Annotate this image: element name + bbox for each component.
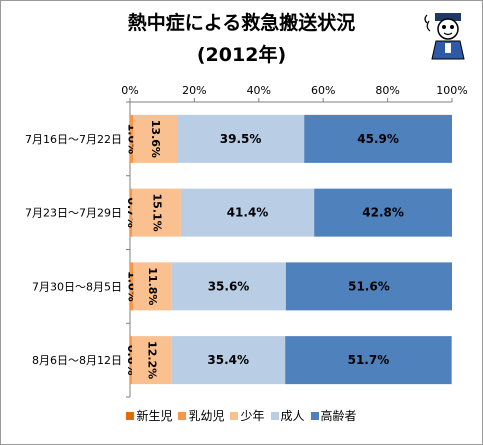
legend-item: 成人 bbox=[270, 409, 305, 423]
x-tick-label: 0% bbox=[121, 84, 138, 97]
data-label: 13.6% bbox=[149, 120, 162, 158]
category-label: 7月30日～8月5日 bbox=[32, 280, 122, 293]
legend-swatch bbox=[230, 412, 239, 420]
data-label: 51.7% bbox=[348, 353, 390, 367]
legend-swatch bbox=[126, 412, 135, 420]
data-label: 12.2% bbox=[146, 341, 159, 379]
bar-segment bbox=[314, 188, 452, 237]
category-label: 7月16日～7月22日 bbox=[25, 133, 122, 146]
x-tick-label: 40% bbox=[247, 84, 271, 97]
data-label: 35.6% bbox=[208, 279, 250, 293]
legend-label: 成人 bbox=[280, 409, 305, 423]
legend-label: 少年 bbox=[240, 409, 265, 423]
bar-segment bbox=[171, 262, 286, 311]
legend-swatch bbox=[270, 412, 279, 420]
legend-item: 少年 bbox=[230, 409, 265, 423]
bar-segment bbox=[180, 188, 315, 237]
data-label: 35.4% bbox=[207, 353, 249, 367]
legend-label: 乳幼児 bbox=[188, 409, 225, 423]
legend-item: 高齢者 bbox=[310, 409, 357, 423]
legend-item: 乳幼児 bbox=[178, 409, 224, 423]
x-tick-label: 20% bbox=[182, 84, 206, 97]
doctor-mascot-icon bbox=[424, 13, 465, 60]
data-label: 51.6% bbox=[348, 279, 390, 293]
data-label: 42.8% bbox=[362, 206, 404, 220]
legend-swatch bbox=[310, 412, 319, 420]
data-label: 45.9% bbox=[357, 132, 399, 146]
chart-title: 熱中症による救急搬送状況 bbox=[127, 12, 356, 34]
x-tick-label: 100% bbox=[436, 84, 467, 97]
bar-segment bbox=[130, 262, 134, 311]
bar-segment bbox=[285, 262, 452, 311]
bar-segment bbox=[131, 336, 172, 385]
data-label: 15.1% bbox=[151, 194, 164, 232]
bar-segment bbox=[171, 336, 286, 385]
bar-segment bbox=[304, 114, 452, 163]
bar-segment bbox=[130, 336, 132, 385]
legend-item: 新生児 bbox=[126, 409, 172, 423]
data-label: 41.4% bbox=[227, 206, 269, 220]
chart-subtitle: (2012年) bbox=[196, 44, 287, 66]
category-label: 8月6日～8月12日 bbox=[32, 354, 122, 367]
legend-label: 高齢者 bbox=[320, 409, 357, 423]
legend-swatch bbox=[178, 412, 187, 420]
bar-segment bbox=[132, 188, 181, 237]
x-tick-label: 80% bbox=[375, 84, 399, 97]
bar-segment bbox=[177, 114, 305, 163]
bar-segment bbox=[130, 188, 133, 237]
legend-label: 新生児 bbox=[136, 409, 173, 423]
bar-segment bbox=[133, 262, 172, 311]
data-label: 11.8% bbox=[146, 267, 159, 305]
x-tick-label: 60% bbox=[311, 84, 335, 97]
category-label: 7月23日～7月29日 bbox=[25, 207, 122, 220]
data-label: 39.5% bbox=[220, 132, 262, 146]
bar-segment bbox=[285, 336, 452, 385]
chart-legend: 新生児 乳幼児 少年 成人 高齢者 bbox=[1, 409, 482, 423]
bar-segment bbox=[133, 114, 178, 163]
bar-segment bbox=[130, 114, 134, 163]
